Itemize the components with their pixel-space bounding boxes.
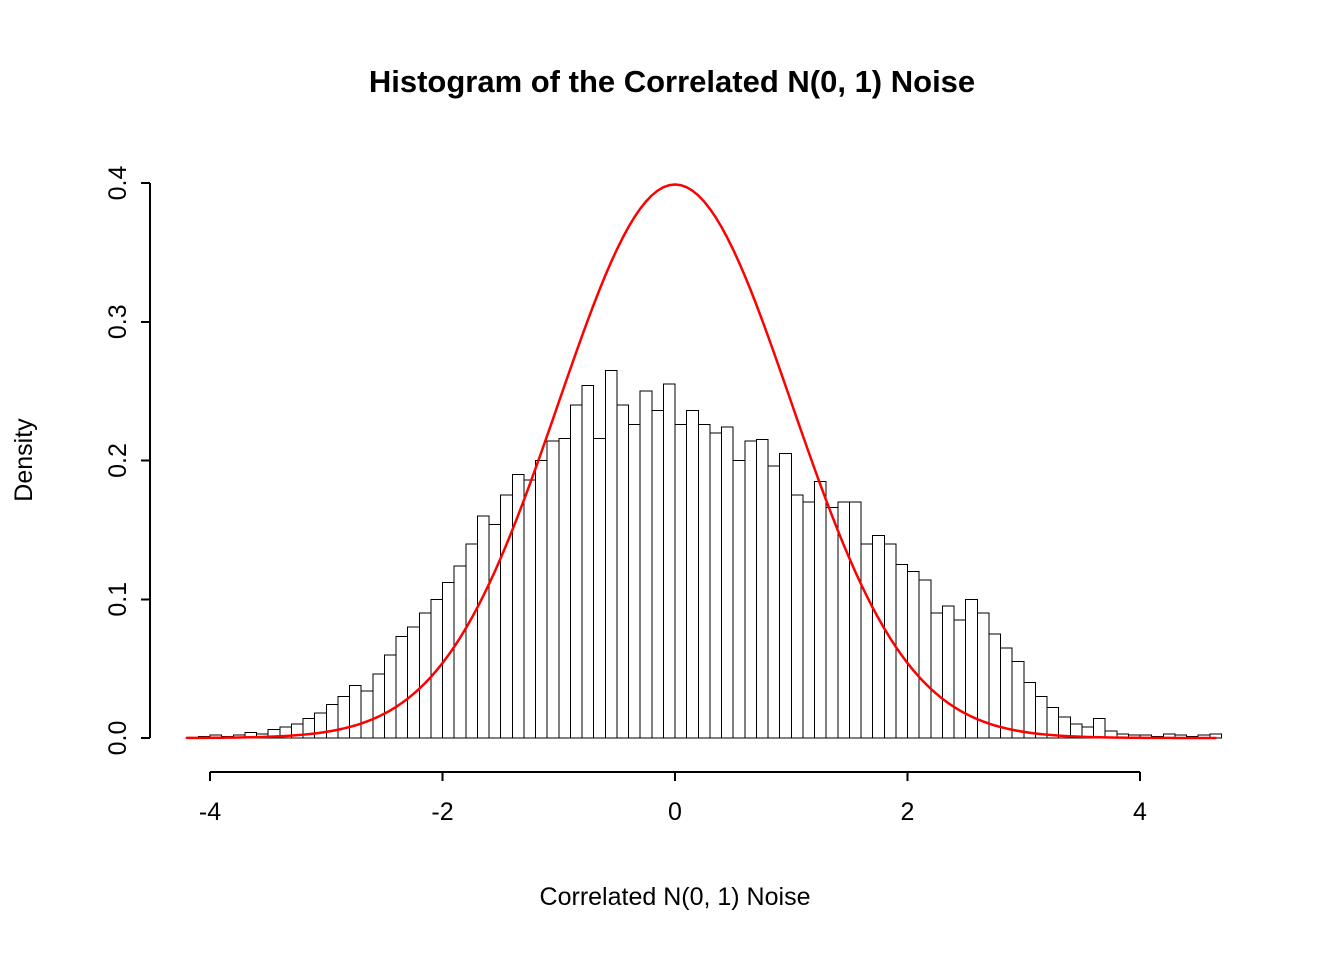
y-tick-label: 0.2	[104, 443, 132, 478]
plot-layer: -4 -2 0 2 4 0.0 0.1 0.2 0.3 0.4	[104, 166, 1222, 826]
x-axis-label: Correlated N(0, 1) Noise	[540, 883, 811, 911]
x-tick-label: 4	[1133, 798, 1147, 826]
histogram-bar	[1023, 682, 1036, 739]
histogram-bar	[848, 501, 862, 739]
histogram-bar	[941, 605, 955, 739]
histogram-bar	[418, 612, 432, 739]
histogram-bar	[709, 432, 723, 739]
histogram-bar	[360, 690, 374, 739]
histogram-bar	[349, 684, 362, 739]
histogram-bar	[1093, 718, 1106, 739]
chart-title: Histogram of the Correlated N(0, 1) Nois…	[369, 64, 975, 99]
y-tick-label: 0.0	[104, 721, 132, 756]
histogram-bar	[825, 507, 839, 739]
x-tick-label: -4	[199, 798, 221, 826]
histogram-bar	[558, 437, 571, 739]
histogram-bar	[814, 480, 827, 739]
histogram-bar	[872, 534, 885, 739]
histogram-bar	[325, 704, 339, 739]
y-tick-label: 0.4	[104, 166, 132, 201]
histogram-bar	[581, 385, 595, 739]
histogram-bar	[918, 579, 932, 739]
histogram-bar	[697, 423, 711, 739]
histogram-bar	[662, 383, 676, 739]
histogram-bar	[337, 695, 351, 739]
histogram-bar	[883, 543, 897, 739]
histogram-bar	[488, 523, 502, 739]
y-tick-label: 0.3	[104, 304, 132, 339]
histogram-bar	[686, 410, 699, 739]
histogram-bar	[767, 465, 781, 739]
histogram-bar	[755, 439, 769, 739]
histogram-bar	[1000, 647, 1013, 739]
histogram-bar	[453, 565, 467, 739]
histogram-bar	[465, 543, 478, 739]
histogram-bar	[1011, 661, 1025, 739]
histogram-bar	[674, 423, 688, 739]
histogram-bar	[744, 440, 757, 739]
histogram-bar	[604, 369, 618, 739]
histogram-bar	[395, 636, 409, 739]
histogram-bar	[523, 479, 537, 739]
histogram-bar	[721, 426, 734, 739]
x-tick-label: 2	[901, 798, 915, 826]
histogram-bar	[651, 410, 664, 739]
x-tick-label: -2	[431, 798, 453, 826]
histogram-bar	[930, 612, 943, 739]
histogram-bar	[616, 404, 630, 739]
histogram-bar	[407, 626, 420, 739]
histogram-bar	[569, 404, 583, 739]
histogram-bar	[790, 494, 804, 739]
histogram-bar	[907, 571, 920, 739]
histogram-bar	[593, 437, 606, 739]
histogram-bar	[535, 460, 548, 739]
histogram-bar	[1034, 695, 1048, 739]
histogram-bar	[639, 390, 653, 739]
histogram-bar	[953, 619, 967, 739]
histogram-bar	[988, 633, 1002, 739]
y-axis-label: Density	[10, 418, 38, 502]
histogram-bar	[1046, 706, 1060, 739]
normal-density-curve	[185, 183, 1217, 740]
histogram-bar	[372, 673, 385, 739]
histogram-bar	[802, 501, 816, 739]
histogram-bar	[476, 515, 490, 739]
histogram-bar	[860, 543, 874, 739]
histogram-bar	[628, 423, 641, 739]
histogram-bar	[383, 654, 397, 739]
x-tick-label: 0	[668, 798, 682, 826]
y-tick-label: 0.1	[104, 582, 132, 617]
histogram-bar	[546, 440, 560, 739]
histogram-bar	[779, 453, 792, 739]
histogram-bar	[732, 460, 746, 739]
